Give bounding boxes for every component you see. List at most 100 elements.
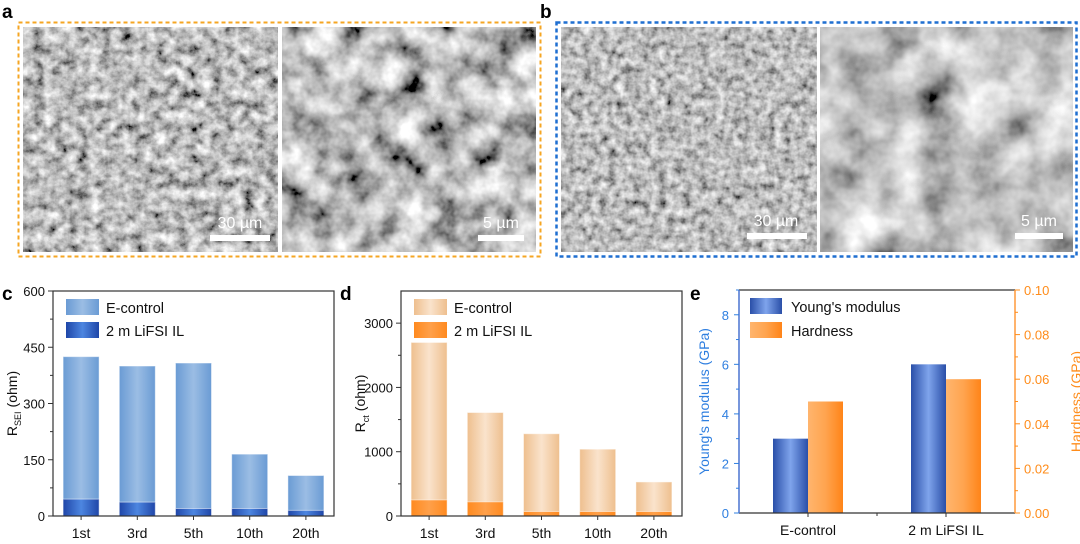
bar-econtrol — [231, 453, 269, 517]
y-axis-label-unit: (ohm) — [352, 375, 368, 412]
bar-lifsi — [466, 501, 504, 517]
panel-label-d: d — [340, 284, 352, 305]
bar-lifsi — [635, 511, 673, 517]
scale-bar-label: 30 µm — [218, 215, 263, 232]
y-right-tick-label: 0.04 — [1024, 417, 1049, 432]
x-tick-label: 2 m LiFSI IL — [908, 522, 984, 538]
legend-label: E-control — [454, 301, 512, 317]
sem-image-a1: 30 µm — [23, 27, 278, 252]
bar-hardness — [808, 401, 843, 513]
y-axis-label-subscript: ct — [361, 415, 371, 423]
y-tick-label: 0 — [386, 509, 393, 524]
panel-a-border — [17, 21, 542, 258]
y-right-axis-label: Hardness (GPa) — [1068, 351, 1080, 452]
legend-swatch-hardness — [750, 322, 782, 338]
bar-lifsi — [118, 501, 156, 517]
panel-label-b: b — [540, 2, 552, 23]
sem-image-b1: 30 µm — [561, 27, 817, 252]
x-tick-label: 1st — [420, 525, 439, 541]
panel-label-c: c — [2, 284, 13, 305]
y-tick-label: 2000 — [364, 380, 393, 395]
bar-lifsi — [231, 508, 269, 517]
legend-label: 2 m LiFSI IL — [454, 324, 532, 340]
y-left-tick-label: 2 — [722, 456, 729, 471]
y-left-axis-label: Young's modulus (GPa) — [696, 328, 712, 475]
scale-bar — [747, 233, 807, 239]
x-tick-label: 10th — [236, 525, 263, 541]
sem-image-b2: 5 µm — [820, 27, 1073, 252]
y-axis-label-main: R — [352, 422, 368, 432]
y-right-tick-label: 0.08 — [1024, 328, 1049, 343]
panel-b-border — [555, 21, 1078, 258]
scale-bar — [1015, 233, 1063, 239]
bar-econtrol — [62, 356, 100, 517]
x-tick-label: 5th — [532, 525, 551, 541]
bar-econtrol — [466, 412, 504, 517]
chart-c-rsei: 1st 3rd 5th 10th 20th 0 150 300 450 600 RSEI (ohm) E… — [4, 284, 335, 541]
bar-youngs-modulus — [911, 364, 946, 513]
legend-swatch-econtrol — [66, 299, 99, 315]
bar-lifsi — [62, 498, 100, 517]
bar-hardness — [946, 379, 981, 513]
scale-bar — [478, 235, 524, 241]
legend-swatch-lifsi — [66, 322, 99, 338]
y-axis-label: Rct (ohm) — [352, 375, 371, 433]
plot-frame — [52, 290, 335, 517]
y-left-tick-label: 6 — [722, 357, 729, 372]
x-tick-label: 20th — [292, 525, 319, 541]
y-right-tick-label: 0.02 — [1024, 461, 1049, 476]
plot-frame — [400, 290, 683, 517]
legend-label: Hardness — [791, 324, 853, 340]
bar-econtrol — [635, 481, 673, 517]
bar-econtrol — [579, 448, 617, 517]
y-axis-label-unit: (ohm) — [4, 371, 20, 408]
legend-swatch-econtrol — [414, 299, 447, 315]
y-right-tick-label: 0.00 — [1024, 506, 1049, 521]
legend-label: Young's modulus — [791, 300, 900, 316]
bar-youngs-modulus — [773, 438, 808, 513]
y-tick-label: 600 — [23, 284, 45, 299]
sem-image-a2: 5 µm — [282, 27, 536, 252]
bar-econtrol — [410, 341, 448, 517]
legend-label: E-control — [106, 301, 164, 317]
bar-lifsi — [410, 499, 448, 517]
x-tick-label: 5th — [184, 525, 203, 541]
x-tick-label: 20th — [640, 525, 667, 541]
panel-label-e: e — [690, 284, 701, 305]
y-left-tick-label: 4 — [722, 407, 729, 422]
bar-lifsi — [579, 511, 617, 517]
bar-lifsi — [287, 509, 325, 517]
x-tick-label: E-control — [780, 522, 836, 538]
legend-swatch-youngs-modulus — [750, 298, 782, 314]
y-left-tick-label: 0 — [722, 506, 729, 521]
y-tick-label: 3000 — [364, 316, 393, 331]
y-tick-label: 150 — [23, 453, 45, 468]
y-axis-label-main: R — [4, 426, 20, 436]
x-tick-label: 1st — [72, 525, 91, 541]
scale-bar-label: 5 µm — [1021, 213, 1057, 230]
chart-d-rct: 1st 3rd 5th 10th 20th 0 1000 2000 3000 Rct (ohm) E-… — [352, 290, 683, 541]
y-right-tick-label: 0.06 — [1024, 372, 1049, 387]
y-tick-label: 300 — [23, 397, 45, 412]
bar-econtrol — [523, 433, 560, 517]
scale-bar-label: 5 µm — [483, 215, 519, 232]
bar-econtrol — [118, 365, 156, 517]
y-right-tick-label: 0.10 — [1024, 283, 1049, 298]
legend-label: 2 m LiFSI IL — [106, 324, 184, 340]
legend-swatch-lifsi — [414, 322, 447, 338]
bar-econtrol — [287, 475, 325, 517]
y-tick-label: 450 — [23, 340, 45, 355]
chart-e-mechanical: E-control 2 m LiFSI IL 0 2 4 6 8 0.00 0.02 0.04 0.… — [696, 283, 1080, 538]
y-left-tick-label: 8 — [722, 308, 729, 323]
y-tick-label: 1000 — [364, 445, 393, 460]
scale-bar — [210, 235, 270, 241]
y-tick-label: 0 — [38, 509, 45, 524]
x-tick-label: 10th — [584, 525, 611, 541]
bar-lifsi — [175, 508, 212, 517]
y-axis-label: RSEI (ohm) — [4, 371, 23, 436]
panel-label-a: a — [2, 2, 13, 23]
scale-bar-label: 30 µm — [754, 213, 799, 230]
x-tick-label: 3rd — [127, 525, 147, 541]
bar-lifsi — [523, 511, 560, 517]
